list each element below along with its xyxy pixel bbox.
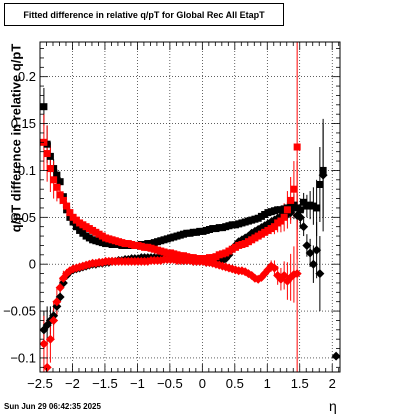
data-point-diamond [312, 245, 322, 255]
x-axis-label: η [329, 398, 337, 414]
data-point-square [56, 178, 64, 186]
x-tick-label: 1 [264, 376, 271, 391]
data-point-square [46, 165, 54, 173]
data-point-square [72, 223, 80, 231]
y-tick-label: 0.2 [18, 69, 36, 84]
data-point-square [270, 223, 278, 231]
data-point-square [293, 143, 301, 151]
data-point-diamond [247, 270, 257, 280]
data-point-diamond [299, 222, 309, 232]
data-point-square [300, 198, 308, 206]
data-point-diamond [292, 269, 302, 279]
data-point-diamond [52, 297, 62, 307]
data-point-square [296, 206, 304, 214]
x-tick-label: 0 [199, 376, 206, 391]
y-tick-label: 0.05 [11, 210, 36, 225]
data-point-diamond [302, 240, 312, 250]
data-point-square [63, 202, 71, 210]
y-tick-label: −0.05 [3, 304, 36, 319]
data-point-square [53, 171, 61, 179]
data-point-diamond [39, 339, 49, 349]
data-point-diamond [289, 203, 299, 213]
data-point-diamond [42, 362, 52, 372]
data-point-diamond [315, 269, 325, 279]
data-point-square [319, 166, 327, 174]
data-point-diamond [308, 259, 318, 269]
x-tick-label: −2 [65, 376, 80, 391]
data-point-diamond [55, 283, 65, 293]
data-point-square [53, 183, 61, 191]
grid-lines [40, 42, 340, 372]
axis-ticks: −2.5 −2 −1.5 −1 −0.5 0 0.5 1 1.5 2 −0.1 −0.05 0 0.05 0… [3, 42, 340, 391]
chart-title: Fitted difference in relative q/pT for G… [4, 3, 284, 26]
x-tick-label: −1.5 [92, 376, 118, 391]
data-point-square [277, 217, 285, 225]
data-point-square [56, 191, 64, 199]
y-tick-label: 0 [29, 257, 36, 272]
data-point-diamond [52, 301, 62, 311]
y-tick-label: −0.1 [10, 350, 36, 365]
data-point-square [66, 209, 74, 217]
data-point-diamond [305, 248, 315, 258]
data-point-square [313, 204, 321, 212]
data-point-diamond [318, 170, 328, 180]
x-tick-label: 0.5 [226, 376, 244, 391]
data-point-square [283, 206, 291, 214]
data-point-diamond [295, 212, 305, 222]
data-point-square [287, 196, 295, 204]
data-point-diamond [49, 311, 59, 321]
data-markers [39, 103, 341, 372]
x-tick-label: −0.5 [157, 376, 183, 391]
data-point-square [280, 213, 288, 221]
data-point-diamond [269, 263, 279, 273]
y-tick-label: 0.1 [18, 163, 36, 178]
data-point-square [50, 176, 58, 184]
data-point-square [316, 181, 324, 188]
data-point-square [290, 185, 298, 193]
timestamp: Sun Jun 29 06:42:35 2025 [4, 402, 101, 411]
data-point-diamond [45, 334, 55, 344]
y-tick-label: 0.15 [11, 116, 36, 131]
data-point-square [40, 103, 48, 111]
y-axis-label: q/pT difference in relative q/pT [8, 43, 24, 233]
data-point-diamond [49, 315, 59, 325]
x-tick-label: 2 [329, 376, 336, 391]
x-tick-label: −2.5 [27, 376, 53, 391]
plot-frame [39, 41, 341, 373]
data-point-square [43, 150, 51, 158]
data-point-diamond [247, 228, 257, 238]
x-tick-label: −1 [130, 376, 145, 391]
x-tick-label: 1.5 [291, 376, 309, 391]
data-point-square [59, 196, 67, 204]
